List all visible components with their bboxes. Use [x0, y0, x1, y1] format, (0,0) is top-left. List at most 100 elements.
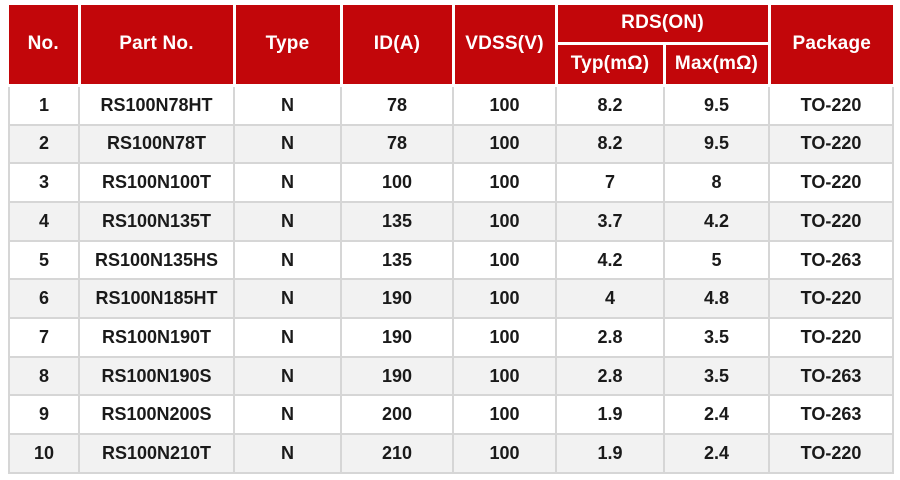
cell-rds-max: 4.8 [662, 278, 771, 320]
cell-part-no: RS100N78HT [78, 84, 235, 126]
cell-type: N [233, 433, 342, 474]
cell-no: 1 [8, 84, 80, 126]
cell-vdss: 100 [452, 239, 557, 281]
cell-no: 4 [8, 200, 80, 242]
cell-rds-typ: 8.2 [555, 84, 665, 126]
cell-rds-max: 5 [662, 239, 771, 281]
cell-package: TO-220 [768, 162, 895, 203]
cell-rds-typ: 4 [555, 278, 665, 320]
cell-package: TO-220 [768, 433, 895, 474]
cell-id: 135 [340, 239, 454, 281]
cell-part-no: RS100N200S [78, 394, 235, 436]
cell-part-no: RS100N135T [78, 200, 235, 242]
table-row: 5 RS100N135HS N 135 100 4.2 5 TO-263 [8, 239, 895, 281]
cell-no: 3 [8, 162, 80, 203]
cell-package: TO-263 [768, 394, 895, 436]
cell-package: TO-220 [768, 278, 895, 320]
cell-package: TO-263 [768, 239, 895, 281]
cell-vdss: 100 [452, 162, 557, 203]
cell-part-no: RS100N100T [78, 162, 235, 203]
cell-type: N [233, 317, 342, 358]
cell-type: N [233, 239, 342, 281]
cell-no: 10 [8, 433, 80, 474]
cell-rds-max: 2.4 [662, 433, 771, 474]
col-header-rds-group: RDS(ON) [554, 5, 771, 45]
mosfet-spec-table: No. Part No. Type ID(A) VDSS(V) RDS(ON) … [8, 5, 895, 474]
cell-id: 78 [340, 84, 454, 126]
col-header-package: Package [767, 5, 894, 87]
cell-vdss: 100 [452, 355, 557, 397]
cell-vdss: 100 [452, 200, 557, 242]
cell-part-no: RS100N78T [78, 123, 235, 165]
col-header-rds-max: Max(mΩ) [662, 41, 771, 87]
cell-id: 190 [340, 355, 454, 397]
cell-id: 210 [340, 433, 454, 474]
table-row: 10 RS100N210T N 210 100 1.9 2.4 TO-220 [8, 433, 895, 474]
cell-package: TO-220 [768, 123, 895, 165]
cell-package: TO-220 [768, 317, 895, 358]
cell-package: TO-220 [768, 84, 895, 126]
cell-rds-max: 8 [662, 162, 771, 203]
table-row: 2 RS100N78T N 78 100 8.2 9.5 TO-220 [8, 123, 895, 165]
table-body: 1 RS100N78HT N 78 100 8.2 9.5 TO-220 2 R… [8, 84, 895, 474]
table-row: 4 RS100N135T N 135 100 3.7 4.2 TO-220 [8, 200, 895, 242]
cell-part-no: RS100N185HT [78, 278, 235, 320]
cell-vdss: 100 [452, 317, 557, 358]
col-header-no: No. [9, 5, 81, 87]
col-header-id: ID(A) [339, 5, 455, 87]
table-row: 6 RS100N185HT N 190 100 4 4.8 TO-220 [8, 278, 895, 320]
cell-type: N [233, 84, 342, 126]
cell-id: 78 [340, 123, 454, 165]
col-header-vdss: VDSS(V) [451, 5, 558, 87]
table-row: 8 RS100N190S N 190 100 2.8 3.5 TO-263 [8, 355, 895, 397]
cell-vdss: 100 [452, 84, 557, 126]
cell-type: N [233, 200, 342, 242]
cell-rds-max: 9.5 [662, 123, 771, 165]
cell-no: 6 [8, 278, 80, 320]
table-row: 1 RS100N78HT N 78 100 8.2 9.5 TO-220 [8, 84, 895, 126]
cell-type: N [233, 355, 342, 397]
cell-rds-typ: 1.9 [555, 394, 665, 436]
cell-vdss: 100 [452, 433, 557, 474]
cell-no: 8 [8, 355, 80, 397]
cell-type: N [233, 123, 342, 165]
cell-id: 100 [340, 162, 454, 203]
cell-rds-typ: 4.2 [555, 239, 665, 281]
cell-rds-typ: 2.8 [555, 355, 665, 397]
cell-rds-max: 2.4 [662, 394, 771, 436]
cell-vdss: 100 [452, 123, 557, 165]
cell-part-no: RS100N135HS [78, 239, 235, 281]
cell-rds-typ: 1.9 [555, 433, 665, 474]
cell-id: 200 [340, 394, 454, 436]
cell-rds-max: 9.5 [662, 84, 771, 126]
col-header-rds-typ: Typ(mΩ) [554, 41, 666, 87]
cell-type: N [233, 162, 342, 203]
cell-id: 190 [340, 278, 454, 320]
cell-rds-typ: 2.8 [555, 317, 665, 358]
cell-no: 9 [8, 394, 80, 436]
cell-type: N [233, 394, 342, 436]
cell-vdss: 100 [452, 278, 557, 320]
col-header-type: Type [232, 5, 343, 87]
cell-part-no: RS100N190S [78, 355, 235, 397]
col-header-part: Part No. [77, 5, 236, 87]
cell-package: TO-263 [768, 355, 895, 397]
table-header: No. Part No. Type ID(A) VDSS(V) RDS(ON) … [9, 5, 894, 87]
cell-rds-typ: 8.2 [555, 123, 665, 165]
cell-part-no: RS100N210T [78, 433, 235, 474]
cell-package: TO-220 [768, 200, 895, 242]
cell-id: 190 [340, 317, 454, 358]
cell-rds-max: 3.5 [662, 317, 771, 358]
cell-rds-typ: 7 [555, 162, 665, 203]
cell-vdss: 100 [452, 394, 557, 436]
cell-no: 7 [8, 317, 80, 358]
table-row: 9 RS100N200S N 200 100 1.9 2.4 TO-263 [8, 394, 895, 436]
table-row: 3 RS100N100T N 100 100 7 8 TO-220 [8, 162, 895, 203]
cell-no: 5 [8, 239, 80, 281]
cell-id: 135 [340, 200, 454, 242]
cell-no: 2 [8, 123, 80, 165]
cell-rds-typ: 3.7 [555, 200, 665, 242]
cell-rds-max: 3.5 [662, 355, 771, 397]
cell-type: N [233, 278, 342, 320]
